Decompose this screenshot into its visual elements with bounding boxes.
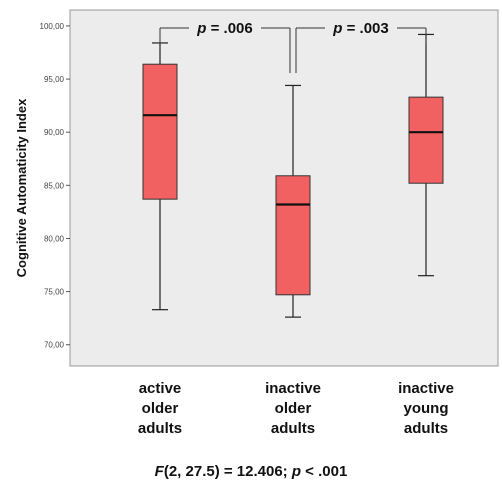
p-label: p [291,463,302,480]
category-label-line: inactive [265,380,321,397]
category-label-line: adults [404,420,448,437]
category-label-line: inactive [398,380,454,397]
category-label-line: older [275,400,312,417]
y-tick-label: 95,00 [44,75,65,84]
p-value-annotation: p = .003 [332,20,388,37]
y-axis-ticks: 70,00 75,00 80,00 85,00 90,00 95,00 100,00 [40,22,70,350]
p-value: = .003 [342,20,388,37]
box-series [142,33,444,318]
f-stat-label: F [154,463,164,480]
p-label: p [196,20,206,37]
f-stat-args: (2, 27.5) = 12.406; [163,463,292,480]
y-axis-label: Cognitive Automaticity Index [14,98,29,277]
statistics-footer: F(2, 27.5) = 12.406; p < .001 [0,463,502,480]
y-tick-label: 75,00 [44,288,65,297]
significance-annotations: p = .006 p = .003 [159,20,427,73]
category-label-line: active [139,380,182,397]
iqr-box [275,175,311,296]
y-tick-label: 70,00 [44,341,65,350]
y-tick-label: 90,00 [44,128,65,137]
iqr-box [408,96,444,184]
category-labels: active older adults inactive older adults inac… [138,380,454,437]
p-value: < .001 [301,463,348,480]
y-tick-label: 85,00 [44,181,65,190]
y-tick-label: 100,00 [40,22,65,31]
iqr-box [142,63,178,200]
p-value: = .006 [206,20,252,37]
category-label-line: adults [138,420,182,437]
y-tick-label: 80,00 [44,234,65,243]
p-value-annotation: p = .006 [196,20,252,37]
category-label-line: adults [271,420,315,437]
category-label-line: older [142,400,179,417]
category-label-line: young [404,400,449,417]
p-label: p [332,20,342,37]
